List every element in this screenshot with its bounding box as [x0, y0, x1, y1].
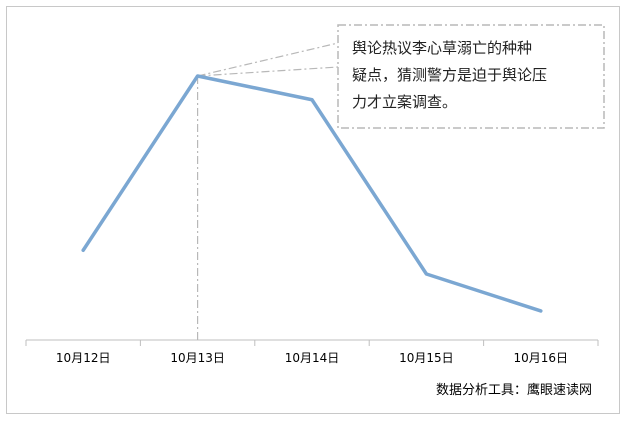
callout-text-line: 力才立案调查。	[352, 93, 457, 111]
annotation-leaders	[197, 42, 339, 340]
annotation-leader-line	[197, 66, 339, 77]
x-tick-label: 10月16日	[514, 351, 569, 365]
callout-text-line: 疑点，猜测警方是迫于舆论压	[352, 66, 547, 84]
x-tick-label: 10月15日	[399, 351, 454, 365]
x-axis: 10月12日 10月13日 10月14日 10月15日 10月16日	[25, 339, 599, 365]
x-tick-label: 10月13日	[170, 351, 225, 365]
data-point	[539, 309, 543, 313]
x-tick-label: 10月12日	[56, 351, 111, 365]
series-layer	[81, 74, 543, 313]
data-point	[81, 248, 85, 252]
callout-text-line: 舆论热议李心草溺亡的种种	[352, 39, 532, 57]
data-point	[424, 272, 428, 276]
x-tick-label: 10月14日	[285, 351, 340, 365]
callout-box	[337, 24, 605, 129]
source-note: 数据分析工具：鹰眼速读网	[436, 382, 592, 398]
data-point	[310, 98, 314, 102]
data-point	[196, 74, 200, 78]
